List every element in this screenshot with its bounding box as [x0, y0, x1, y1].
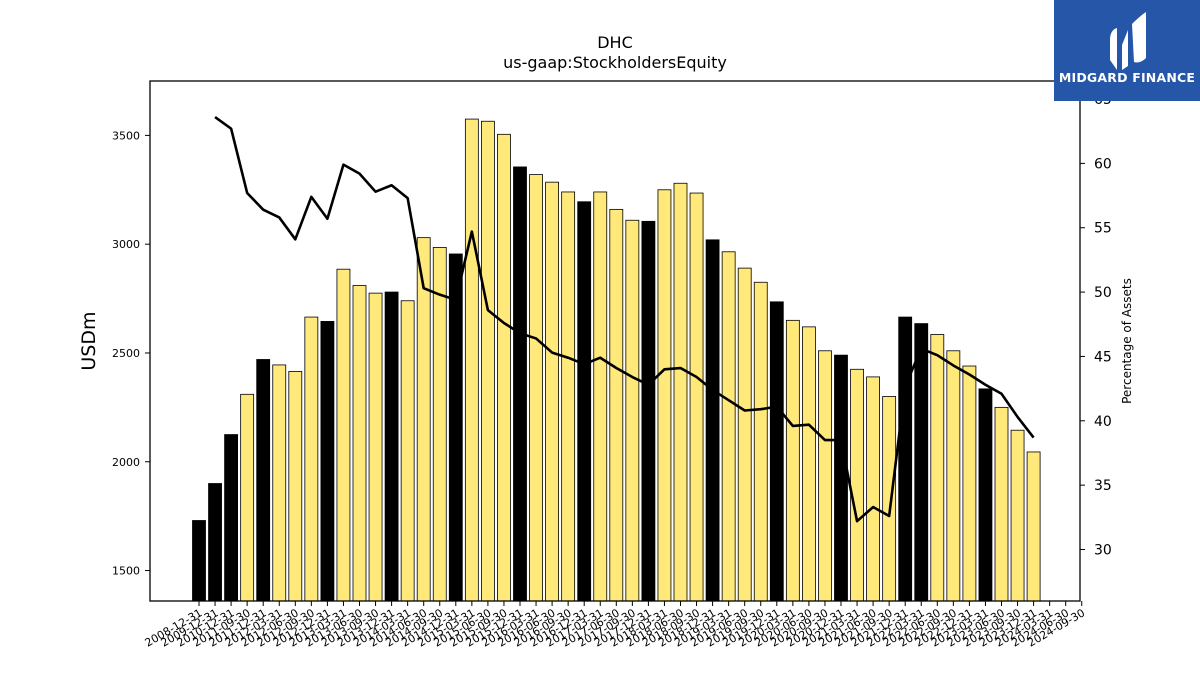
bar-35: [737, 267, 752, 602]
bar-43: [866, 376, 880, 602]
bar-39: [802, 326, 816, 602]
bar-15: [416, 237, 431, 602]
bar-51: [994, 406, 1009, 602]
y2-axis-label: Percentage of Assets: [1120, 278, 1134, 404]
logo-text: MIDGARD FINANCE: [1058, 70, 1196, 85]
y2-tick-label: 50: [1094, 285, 1112, 301]
bar-23: [545, 181, 559, 602]
bar-50: [978, 388, 993, 602]
bar-32: [689, 192, 704, 602]
bar-47: [930, 334, 945, 602]
bar-5: [256, 359, 271, 602]
bar-7: [288, 371, 303, 602]
bar-49: [962, 365, 977, 602]
bar-37: [769, 301, 784, 602]
y2-tick-label: 30: [1094, 543, 1112, 559]
bar-34: [721, 251, 736, 602]
bar-3: [224, 434, 239, 602]
chart-subtitle: us-gaap:StockholdersEquity: [503, 53, 727, 72]
y-tick-label: 2000: [112, 456, 140, 469]
plot-frame: [149, 80, 1081, 602]
bar-36: [753, 281, 768, 602]
bar-29: [641, 220, 656, 602]
bar-17: [448, 253, 463, 602]
bar-38: [785, 319, 800, 602]
bar-9: [320, 321, 335, 602]
bar-14: [400, 300, 415, 602]
bar-33: [705, 239, 720, 602]
bar-1: [192, 520, 206, 602]
x-axis-ticks: 2008-12-312009-12-312010-12-312011-09-30…: [143, 601, 1087, 650]
y2-tick-label: 55: [1094, 221, 1112, 237]
line-series: [214, 115, 1035, 523]
y-tick-label: 1500: [112, 565, 140, 578]
y-tick-label: 3000: [112, 238, 140, 251]
left-axis-ticks: 1500 2000 2500 3000 3500: [112, 129, 150, 578]
bar-46: [914, 323, 929, 602]
bar-20: [497, 133, 511, 602]
bar-16: [432, 247, 447, 602]
y2-tick-label: 60: [1094, 156, 1112, 172]
logo-mark-icon: [1110, 12, 1146, 70]
chart-title: DHC: [597, 33, 633, 52]
bar-28: [625, 219, 640, 602]
bar-48: [946, 350, 961, 602]
right-axis-ticks: 3035404550556065: [1080, 92, 1112, 559]
y2-tick-label: 45: [1094, 349, 1112, 365]
bar-13: [384, 291, 399, 602]
bar-26: [593, 191, 608, 602]
bar-18: [464, 118, 479, 602]
bar-52: [1010, 429, 1025, 602]
bar-10: [336, 268, 351, 602]
bar-2: [208, 483, 222, 602]
y2-tick-label: 40: [1094, 414, 1112, 430]
y2-tick-label: 35: [1094, 478, 1112, 494]
bar-6: [272, 364, 287, 602]
bar-53: [1026, 451, 1041, 602]
bar-22: [529, 174, 543, 602]
bar-8: [304, 316, 319, 602]
y-tick-label: 2500: [112, 347, 140, 360]
y-axis-label: USDm: [78, 311, 100, 370]
bar-41: [834, 354, 848, 602]
bar-24: [561, 191, 576, 602]
bar-25: [577, 201, 592, 602]
bar-11: [352, 285, 367, 602]
percentage-line: [214, 115, 1035, 523]
bar-12: [368, 292, 383, 602]
bar-19: [480, 120, 495, 602]
bar-45: [898, 316, 913, 602]
bar-42: [850, 368, 864, 602]
y-tick-label: 3500: [112, 129, 140, 142]
bar-31: [673, 182, 688, 602]
bar-27: [609, 208, 624, 602]
brand-logo: MIDGARD FINANCE: [1054, 0, 1200, 101]
bar-40: [818, 350, 832, 602]
bar-series: [192, 118, 1041, 602]
bar-21: [513, 166, 527, 602]
bar-44: [882, 396, 897, 602]
bar-4: [240, 393, 255, 602]
bar-30: [657, 189, 672, 602]
